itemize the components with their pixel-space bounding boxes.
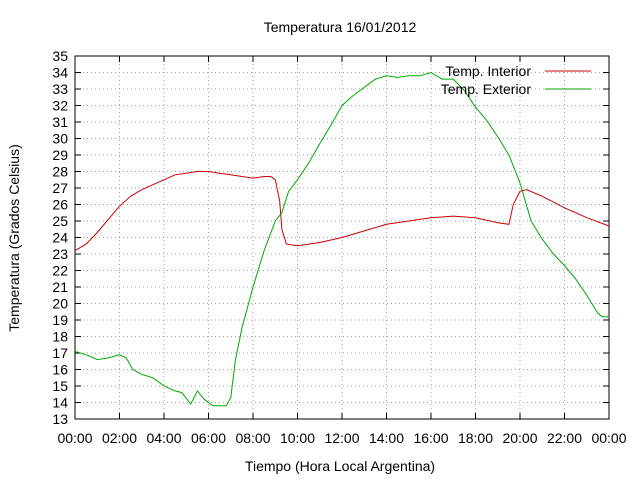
y-tick-label: 32: [52, 98, 68, 114]
x-tick-label: 06:00: [191, 430, 226, 446]
legend: Temp. Interior Temp. Exterior: [441, 63, 591, 97]
x-tick-label: 16:00: [413, 430, 448, 446]
y-tick-label: 26: [52, 197, 68, 213]
x-tick-label: 10:00: [280, 430, 315, 446]
y-tick-label: 29: [52, 147, 68, 163]
y-tick-label: 33: [52, 81, 68, 97]
y-tick-label: 27: [52, 180, 68, 196]
series-line-interior: [74, 171, 610, 252]
x-tick-label: 08:00: [235, 430, 270, 446]
y-tick-label: 34: [52, 65, 68, 81]
y-tick-label: 35: [52, 48, 68, 64]
y-tick-label: 22: [52, 263, 68, 279]
x-tick-label: 22:00: [547, 430, 582, 446]
series-lines: [74, 71, 610, 407]
grid: [75, 56, 609, 419]
y-axis-label: Temperatura (Grados Celsius): [6, 144, 22, 332]
x-tick-label: 00:00: [591, 430, 626, 446]
y-tick-label: 31: [52, 114, 68, 130]
legend-label: Temp. Interior: [445, 63, 531, 79]
x-tick-label: 20:00: [502, 430, 537, 446]
series-line-exterior: [74, 71, 609, 407]
x-tick-label: 12:00: [324, 430, 359, 446]
x-tick-label: 02:00: [102, 430, 137, 446]
plot-border: [74, 55, 610, 420]
y-tick-label: 20: [52, 296, 68, 312]
y-tick-label: 15: [52, 378, 68, 394]
x-tick-label: 18:00: [458, 430, 493, 446]
y-tick-label: 14: [52, 395, 68, 411]
y-tick-label: 28: [52, 164, 68, 180]
y-tick-label: 18: [52, 329, 68, 345]
y-tick-label: 30: [52, 131, 68, 147]
legend-label: Temp. Exterior: [441, 81, 532, 97]
axes: 1314151617181920212223242526272829303132…: [52, 48, 626, 446]
y-tick-label: 25: [52, 213, 68, 229]
y-tick-label: 13: [52, 411, 68, 427]
x-tick-label: 00:00: [57, 430, 92, 446]
chart-title: Temperatura 16/01/2012: [264, 19, 417, 35]
y-tick-label: 21: [52, 279, 68, 295]
x-tick-label: 04:00: [146, 430, 181, 446]
x-tick-label: 14:00: [369, 430, 404, 446]
x-axis-label: Tiempo (Hora Local Argentina): [245, 458, 435, 474]
y-tick-label: 16: [52, 362, 68, 378]
y-tick-label: 23: [52, 246, 68, 262]
y-tick-label: 24: [52, 230, 68, 246]
y-tick-label: 19: [52, 312, 68, 328]
y-tick-label: 17: [52, 345, 68, 361]
